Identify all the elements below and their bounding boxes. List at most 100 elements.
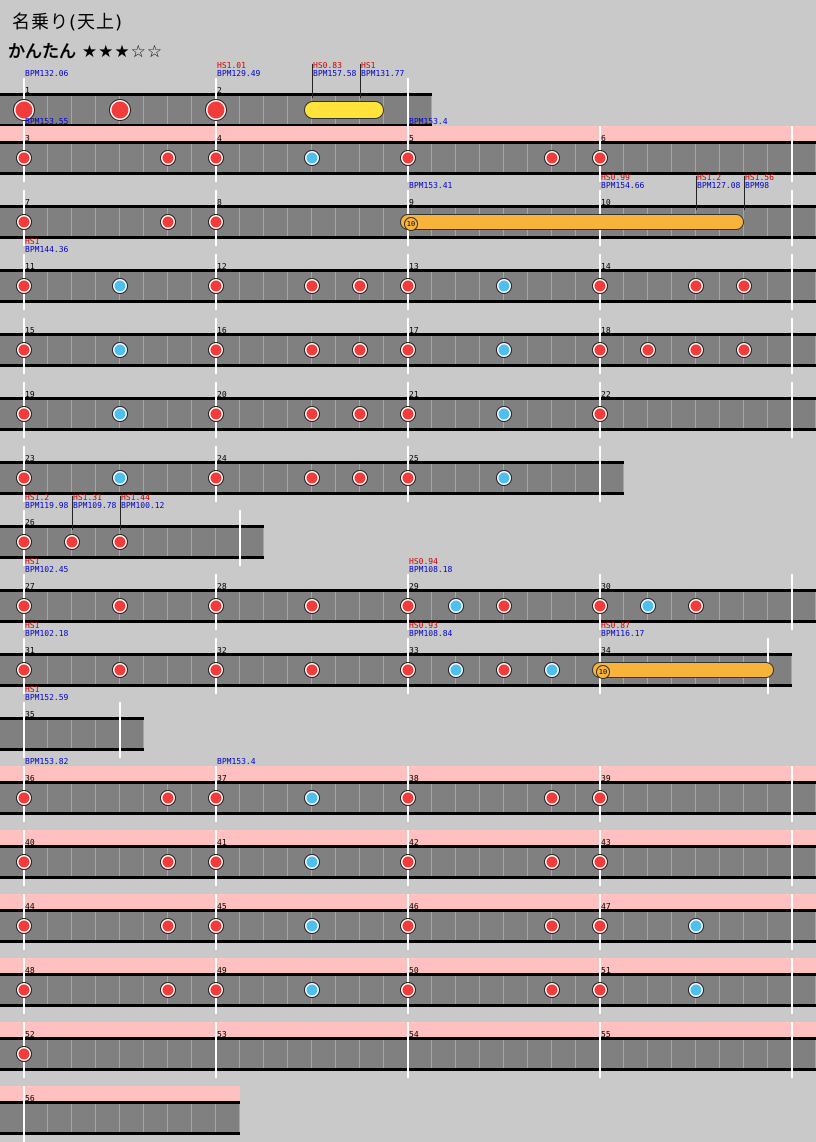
don-note <box>64 534 80 550</box>
don-note <box>544 790 560 806</box>
bpm-label: BPM98 <box>745 181 770 190</box>
bpm-label: BPM153.4 <box>409 117 448 126</box>
don-note <box>208 342 224 358</box>
scroll-speed-label: HS1.31 <box>73 493 102 502</box>
measure-number: 44 <box>25 902 35 911</box>
don-note <box>16 342 32 358</box>
bpm-label: BPM132.06 <box>25 69 69 78</box>
don-note <box>544 982 560 998</box>
don-note <box>304 342 320 358</box>
don-note <box>160 918 176 934</box>
don-note <box>592 598 608 614</box>
don-note <box>112 534 128 550</box>
measure-number: 38 <box>409 774 419 783</box>
balloon-roll: 10 <box>592 662 774 679</box>
barline <box>791 830 793 886</box>
measure-number: 51 <box>601 966 611 975</box>
don-note <box>736 278 752 294</box>
don-note <box>688 598 704 614</box>
difficulty-line: かんたん ★★★☆☆ <box>8 37 163 62</box>
don-note <box>16 214 32 230</box>
bpm-label: BPM152.59 <box>25 693 69 702</box>
ka-note <box>496 342 512 358</box>
don-note <box>544 150 560 166</box>
scroll-change-line <box>312 64 313 98</box>
barline <box>23 1086 25 1142</box>
barline <box>119 702 121 758</box>
note-lane <box>0 1101 240 1135</box>
don-note <box>304 662 320 678</box>
don-note <box>400 342 416 358</box>
barline <box>599 446 601 502</box>
measure-number: 54 <box>409 1030 419 1039</box>
scroll-speed-label: HS1.56 <box>745 173 774 182</box>
ka-note <box>640 598 656 614</box>
note-lane <box>0 717 144 751</box>
don-note <box>592 918 608 934</box>
don-note <box>352 406 368 422</box>
gogo-strip <box>0 1086 240 1104</box>
bpm-label: BPM157.58 <box>313 69 357 78</box>
measure-number: 19 <box>25 390 35 399</box>
measure-number: 18 <box>601 326 611 335</box>
don-note <box>16 790 32 806</box>
barline <box>791 318 793 374</box>
barline <box>791 382 793 438</box>
don-note <box>352 278 368 294</box>
ka-note <box>544 662 560 678</box>
don-note <box>496 662 512 678</box>
don-note <box>304 278 320 294</box>
measure-number: 48 <box>25 966 35 975</box>
don-note <box>160 854 176 870</box>
don-note <box>400 918 416 934</box>
bpm-label: BPM100.12 <box>121 501 165 510</box>
difficulty-stars: ★★★☆☆ <box>81 42 164 62</box>
chart-row: 40 41 42 43 <box>0 812 816 886</box>
don-note <box>400 150 416 166</box>
scroll-speed-label: HS0.94 <box>409 557 438 566</box>
don-note <box>16 534 32 550</box>
bpm-label: BPM153.82 <box>25 757 69 766</box>
barline <box>791 894 793 950</box>
measure-number: 25 <box>409 454 419 463</box>
measure-number: 6 <box>601 134 606 143</box>
don-note <box>400 854 416 870</box>
bpm-label: BPM108.18 <box>409 565 453 574</box>
don-note <box>16 406 32 422</box>
don-note <box>208 598 224 614</box>
don-note <box>304 470 320 486</box>
balloon-roll: 10 <box>400 214 744 231</box>
don-note <box>16 470 32 486</box>
don-note <box>304 598 320 614</box>
ka-note <box>304 918 320 934</box>
don-note <box>112 598 128 614</box>
don-note <box>208 150 224 166</box>
measure-number: 52 <box>25 1030 35 1039</box>
ka-note <box>112 406 128 422</box>
barline <box>791 126 793 182</box>
don-note <box>16 1046 32 1062</box>
don-note <box>16 662 32 678</box>
don-note <box>16 982 32 998</box>
barline <box>599 1022 601 1078</box>
measure-number: 34 <box>601 646 611 655</box>
don-note <box>688 342 704 358</box>
bpm-label: BPM116.17 <box>601 629 645 638</box>
scroll-change-line <box>744 176 745 210</box>
measure-number: 56 <box>25 1094 35 1103</box>
ka-note <box>112 470 128 486</box>
barline <box>791 766 793 822</box>
chart-row: 26 HS1.2 BPM119.98 HS1.31 BPM109.78 HS1.44 BPM… <box>0 492 264 566</box>
scroll-speed-label: HS1 <box>25 621 40 630</box>
bpm-label: BPM144.36 <box>25 245 69 254</box>
measure-number: 16 <box>217 326 227 335</box>
measure-number: 33 <box>409 646 419 655</box>
measure-number: 45 <box>217 902 227 911</box>
don-note <box>592 278 608 294</box>
scroll-speed-label: HS0.83 <box>313 61 342 70</box>
bpm-label: BPM153.4 <box>217 757 256 766</box>
ka-note <box>496 470 512 486</box>
bpm-label: BPM119.98 <box>25 501 69 510</box>
barline <box>791 254 793 310</box>
don-note <box>400 790 416 806</box>
